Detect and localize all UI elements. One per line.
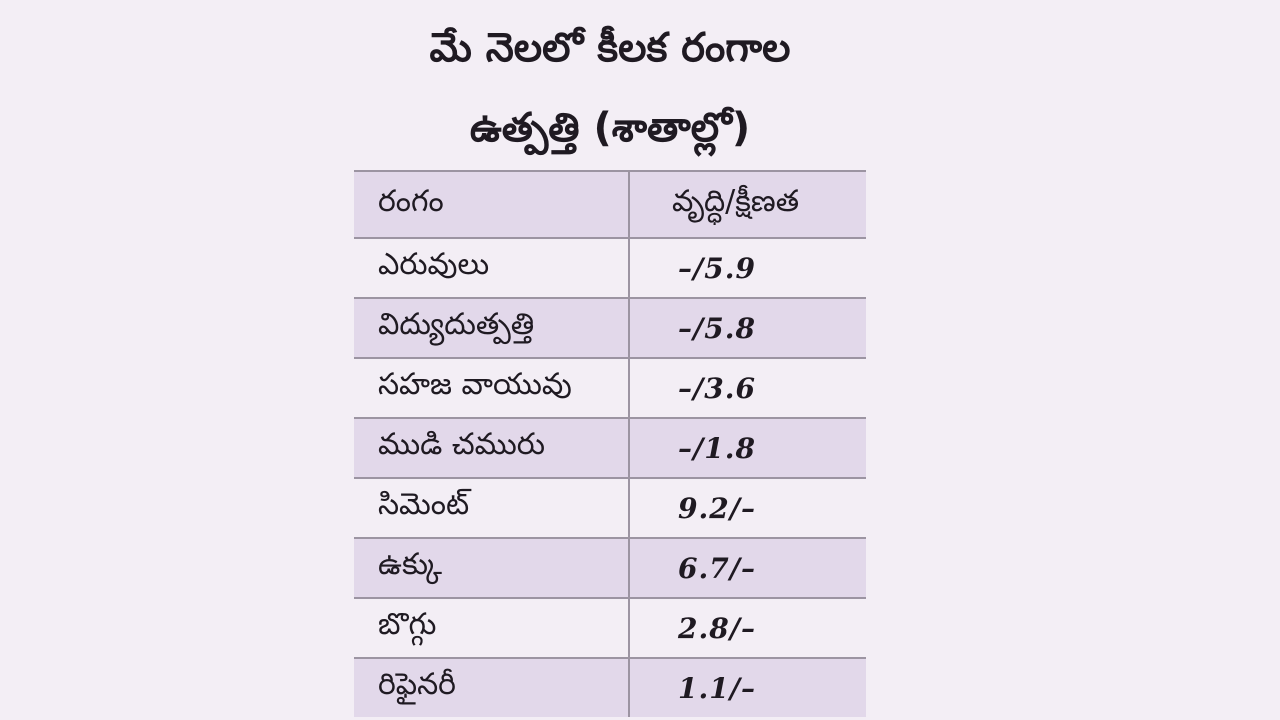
change-cell: –/3.6 bbox=[678, 371, 756, 405]
change-cell: 6.7/– bbox=[678, 551, 756, 585]
change-cell: 2.8/– bbox=[678, 611, 756, 645]
sector-cell: విద్యుదుత్పత్తి bbox=[354, 299, 630, 357]
change-cell: 9.2/– bbox=[678, 491, 756, 525]
sector-cell: బొగ్గు bbox=[354, 599, 630, 657]
sector-cell: ముడి చమురు bbox=[354, 419, 630, 477]
table-row: సహజ వాయువు –/3.6 bbox=[354, 359, 866, 419]
change-cell: –/5.9 bbox=[678, 251, 756, 285]
sector-cell: ఎరువులు bbox=[354, 239, 630, 297]
sector-cell: సిమెంట్ bbox=[354, 479, 630, 537]
sector-cell: ఉక్కు bbox=[354, 539, 630, 597]
table-row: ఉక్కు 6.7/– bbox=[354, 539, 866, 599]
change-cell: –/5.8 bbox=[678, 311, 756, 345]
header-sector: రంగం bbox=[354, 172, 630, 237]
table-row: బొగ్గు 2.8/– bbox=[354, 599, 866, 659]
table-row: విద్యుదుత్పత్తి –/5.8 bbox=[354, 299, 866, 359]
production-table: రంగం వృద్ధి/క్షీణత ఎరువులు –/5.9 విద్యుద… bbox=[354, 170, 866, 717]
page-title-line-1: మే నెలలో కీలక రంగాల bbox=[429, 25, 791, 71]
table-row: సిమెంట్ 9.2/– bbox=[354, 479, 866, 539]
header-change: వృద్ధి/క్షీణత bbox=[672, 183, 800, 219]
change-cell: –/1.8 bbox=[678, 431, 756, 465]
table-row: రిఫైనరీ 1.1/– bbox=[354, 659, 866, 717]
change-cell: 1.1/– bbox=[678, 671, 756, 705]
table-row: ఎరువులు –/5.9 bbox=[354, 239, 866, 299]
sector-cell: సహజ వాయువు bbox=[354, 359, 630, 417]
table-row: ముడి చమురు –/1.8 bbox=[354, 419, 866, 479]
table-header-row: రంగం వృద్ధి/క్షీణత bbox=[354, 172, 866, 239]
sector-cell: రిఫైనరీ bbox=[354, 659, 630, 717]
page-title-line-2: ఉత్పత్తి (శాతాల్లో) bbox=[469, 105, 751, 151]
